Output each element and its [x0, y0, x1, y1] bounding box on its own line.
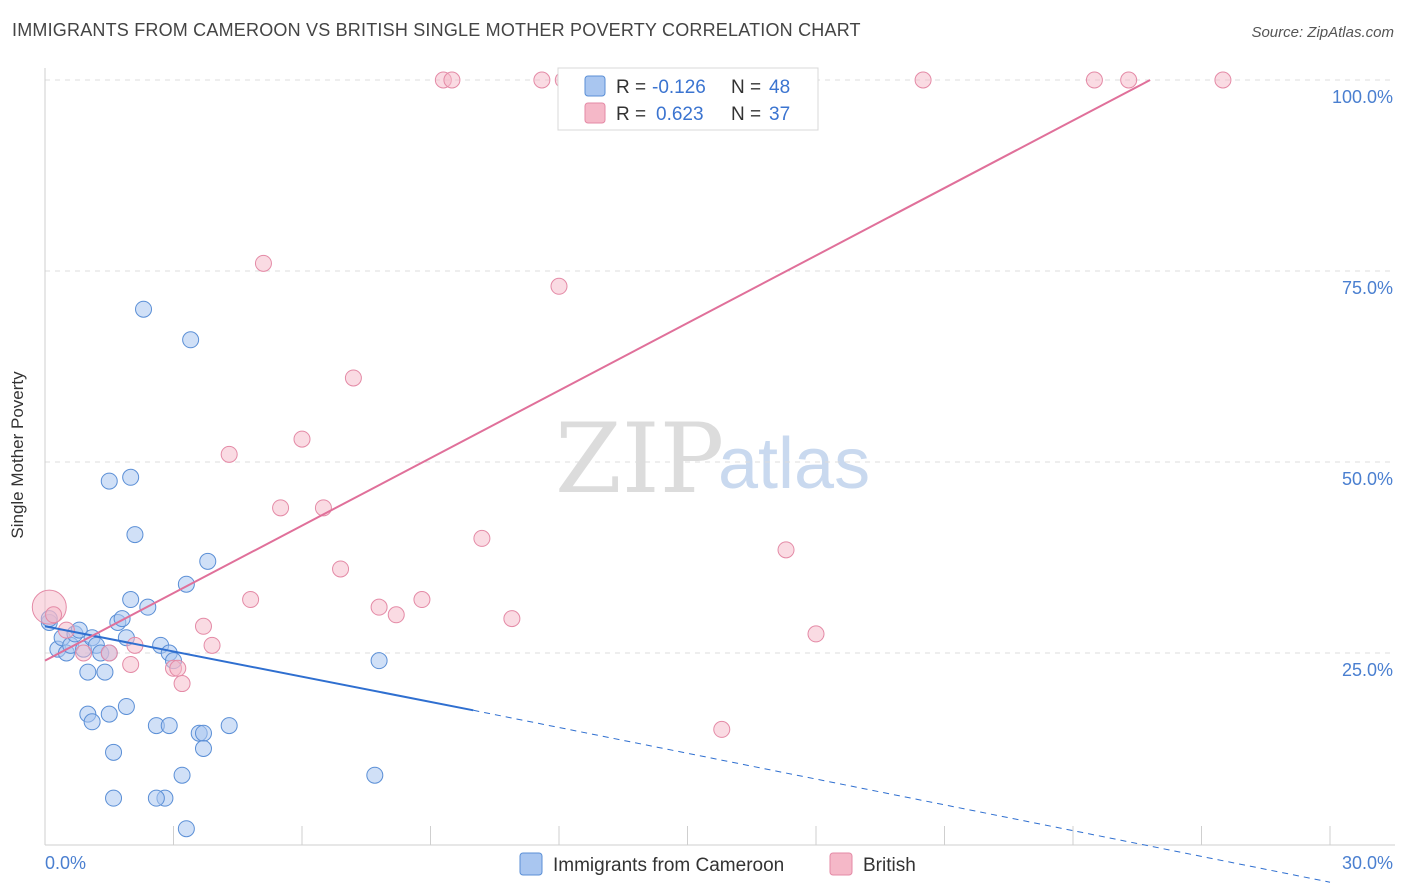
cameroon-point [147, 789, 165, 807]
watermark: ZIP atlas [555, 403, 870, 515]
bottom-legend-swatch-british [829, 852, 853, 876]
legend-n-value-british: 37 [769, 104, 790, 125]
watermark-atlas: atlas [718, 424, 870, 504]
cameroon-point [83, 713, 101, 731]
legend-n-label-cameroon: N = [731, 77, 761, 98]
correlation-legend: R = -0.126 N = 48 R = 0.623 N = 37 [557, 67, 819, 131]
axes [44, 68, 1395, 846]
cameroon-trend-extension [473, 709, 1331, 883]
cameroon-point [194, 740, 212, 757]
y-tick-label: 100.0% [1332, 87, 1393, 107]
british-point [45, 606, 63, 624]
british-trend-line [44, 79, 1151, 662]
cameroon-point [366, 766, 384, 784]
legend-swatch-british [584, 102, 606, 124]
british-point [122, 655, 140, 673]
british-point [254, 254, 272, 272]
british-point [503, 610, 521, 628]
legend-r-value-cameroon: -0.126 [652, 77, 706, 98]
british-point [1120, 71, 1138, 89]
series-legend: Immigrants from Cameroon British [519, 852, 916, 876]
legend-r-label-cameroon: R = [616, 77, 646, 98]
y-tick-label: 25.0% [1342, 660, 1393, 680]
cameroon-point [105, 743, 123, 761]
british-point [533, 71, 551, 89]
cameroon-point [113, 610, 131, 628]
cameroon-point [122, 468, 140, 486]
british-point [194, 617, 212, 635]
british-point [387, 606, 405, 624]
trend-lines [44, 79, 1331, 883]
cameroon-point [135, 300, 153, 318]
british-point [169, 659, 187, 677]
british-point [100, 644, 118, 662]
british-points [31, 71, 1232, 738]
cameroon-point [105, 789, 123, 807]
british-point [1085, 71, 1103, 89]
british-point [220, 445, 238, 463]
legend-r-label-british: R = [616, 104, 646, 125]
british-point [272, 499, 290, 517]
cameroon-point [173, 766, 191, 784]
british-point [443, 71, 461, 89]
british-point [777, 541, 795, 559]
british-point [713, 720, 731, 738]
cameroon-point [117, 697, 135, 715]
british-point [413, 591, 431, 609]
british-point [473, 529, 491, 547]
legend-swatch-cameroon [584, 75, 606, 97]
x-tick-labels: 0.0% 30.0% [45, 853, 1393, 873]
bottom-legend-label-cameroon: Immigrants from Cameroon [553, 855, 784, 876]
x-tick-label: 0.0% [45, 853, 86, 873]
cameroon-point [96, 663, 114, 681]
chart-title: IMMIGRANTS FROM CAMEROON VS BRITISH SING… [12, 20, 861, 40]
watermark-zip: ZIP [555, 403, 724, 515]
source-note: Source: ZipAtlas.com [1251, 24, 1394, 41]
bottom-legend-swatch-cameroon [519, 852, 543, 876]
british-point [1214, 71, 1232, 89]
legend-n-value-cameroon: 48 [769, 77, 790, 98]
british-point [293, 430, 311, 448]
cameroon-point [126, 526, 144, 544]
cameroon-point [177, 820, 195, 838]
cameroon-point [199, 552, 217, 570]
grid [45, 79, 1395, 654]
y-tick-labels: 25.0% 50.0% 75.0% 100.0% [1332, 87, 1393, 680]
british-point [370, 598, 388, 616]
cameroon-point [100, 472, 118, 490]
cameroon-point [160, 717, 178, 735]
cameroon-point [194, 724, 212, 742]
cameroon-point [79, 663, 97, 681]
british-point [807, 625, 825, 643]
cameroon-point [370, 652, 388, 670]
cameroon-trend-line [44, 625, 474, 712]
british-point [550, 277, 568, 295]
british-point [344, 369, 362, 387]
y-tick-label: 75.0% [1342, 278, 1393, 298]
british-point [75, 644, 93, 662]
x-tick-label: 30.0% [1342, 853, 1393, 873]
british-point [332, 560, 350, 578]
british-point [203, 636, 221, 654]
cameroon-point [182, 331, 200, 349]
british-point [914, 71, 932, 89]
legend-n-label-british: N = [731, 104, 761, 125]
cameroon-point [122, 591, 140, 609]
cameroon-point [220, 717, 238, 735]
legend-r-value-british: 0.623 [656, 104, 704, 125]
y-tick-label: 50.0% [1342, 469, 1393, 489]
cameroon-point [100, 705, 118, 723]
bottom-legend-label-british: British [863, 855, 916, 876]
british-point [173, 675, 191, 693]
british-point [242, 591, 260, 609]
